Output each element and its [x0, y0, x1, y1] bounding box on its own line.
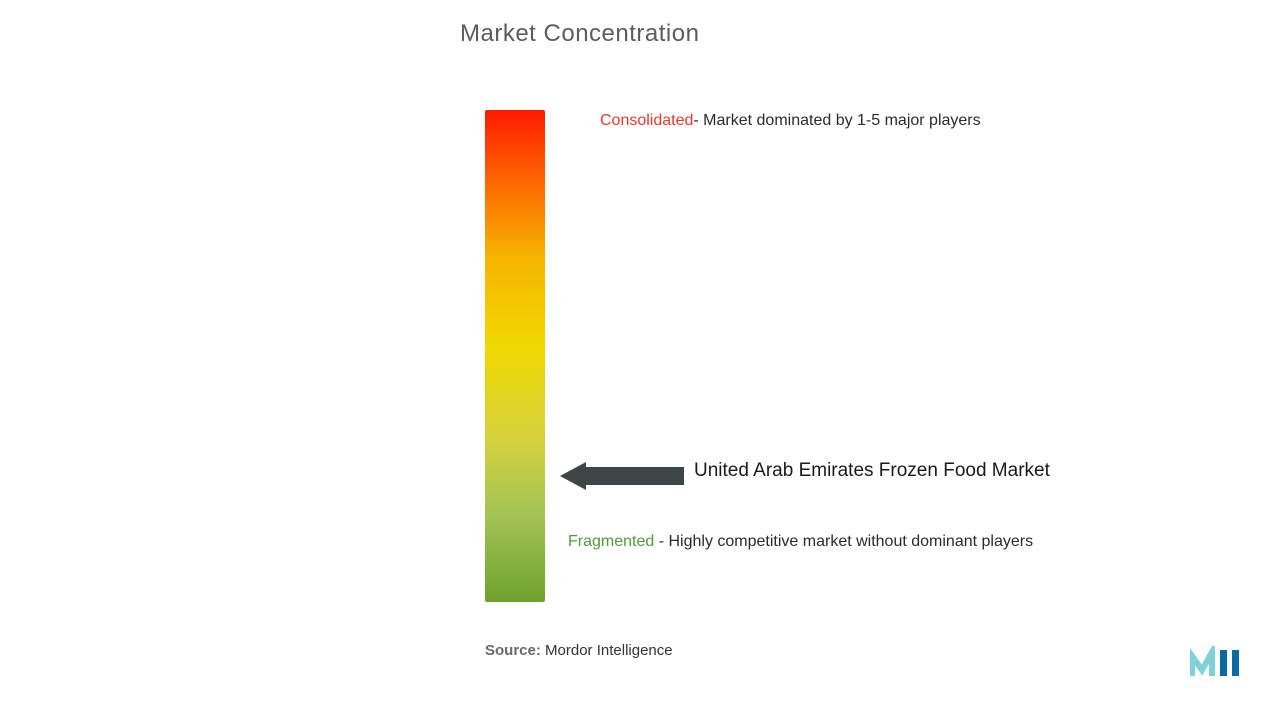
consolidated-term: Consolidated: [600, 112, 693, 129]
consolidated-desc: - Market dominated by 1-5 major players: [693, 112, 980, 129]
source-value: Mordor Intelligence: [545, 642, 673, 659]
concentration-gradient-bar: [485, 110, 545, 602]
consolidated-label-row: Consolidated- Market dominated by 1-5 ma…: [600, 112, 981, 130]
source-line: Source: Mordor Intelligence: [485, 642, 673, 659]
fragmented-desc: - Highly competitive market without domi…: [654, 533, 1033, 550]
fragmented-term: Fragmented: [568, 533, 654, 550]
brand-logo-icon: [1190, 646, 1248, 680]
arrow-shaft: [586, 467, 684, 485]
market-name-label: United Arab Emirates Frozen Food Market: [694, 460, 1050, 482]
arrow-left-icon: [560, 462, 586, 490]
fragmented-label-row: Fragmented - Highly competitive market w…: [568, 533, 1033, 551]
chart-title-wrap: Market Concentration: [460, 20, 1240, 48]
chart-title: Market Concentration: [460, 20, 1240, 48]
position-marker-arrow: [560, 462, 684, 490]
source-label: Source:: [485, 642, 541, 659]
